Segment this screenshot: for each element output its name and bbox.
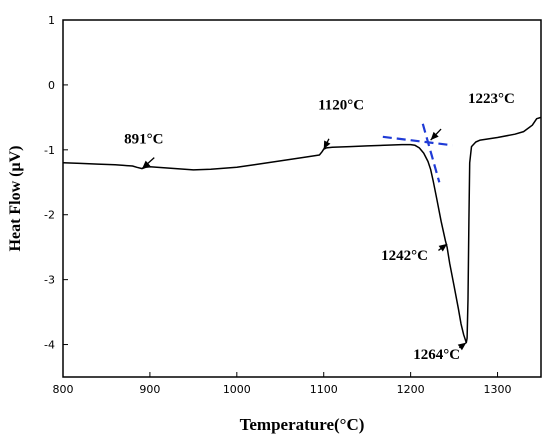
x-axis-title: Temperature(°C) [240,415,365,434]
annotation-arrowhead [142,160,151,169]
annotation-arrowhead [323,140,331,150]
x-tick-label: 1100 [310,383,338,396]
y-tick-label: -2 [44,209,55,222]
x-tick-label: 1300 [484,383,512,396]
y-tick-label: 0 [48,79,55,92]
x-tick-label: 1000 [223,383,251,396]
annotation-label: 1120°C [318,98,364,114]
tangent-lines [382,123,453,183]
annotation-label: 1264°C [413,347,460,363]
heat-flow-curve [62,116,542,344]
tangent-line [382,135,453,147]
annotation-label: 1223°C [468,91,515,107]
plot-frame [62,19,542,378]
tangent-line [421,123,441,183]
annotation-arrowhead [430,131,439,141]
annotation-arrowhead [457,342,467,351]
axis-tick-labels: 800 900 1000 1100 1200 1300 1 0 -1 -2 -3 -4 [44,14,512,396]
x-tick-label: 800 [53,383,74,396]
y-tick-label: -3 [44,274,55,287]
annotations: 891°C 1120°C 1223°C 1242°C 1264°C [124,91,515,363]
y-tick-label: -1 [44,144,55,157]
axis-ticks [62,19,499,377]
annotation-label: 891°C [124,131,163,147]
x-tick-label: 900 [139,383,160,396]
x-tick-label: 1200 [397,383,425,396]
annotation-arrowhead [438,243,448,252]
annotation-label: 1242°C [381,248,428,264]
y-axis-title: Heat Flow (μV) [7,146,24,252]
y-tick-label: -4 [44,339,55,352]
y-tick-label: 1 [48,14,55,27]
